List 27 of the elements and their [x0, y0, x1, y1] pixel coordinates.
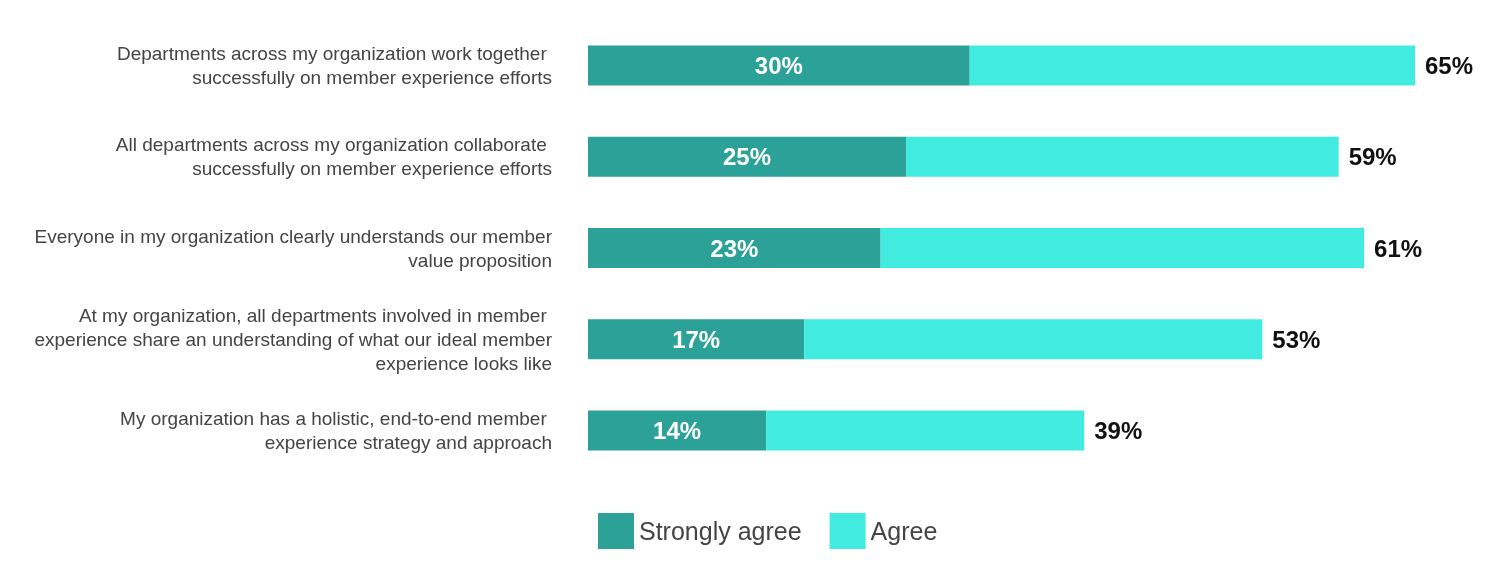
bar: [588, 319, 805, 360]
bar: [906, 136, 1339, 177]
bar: [766, 410, 1085, 451]
data-label: 23%: [710, 234, 759, 262]
total-label: 61%: [1374, 234, 1423, 262]
legend-label: Strongly agree: [639, 517, 802, 545]
total-label: 39%: [1094, 416, 1143, 444]
total-label: 65%: [1425, 52, 1474, 80]
total-label: 59%: [1348, 143, 1397, 171]
bar: [804, 319, 1263, 360]
data-label: 17%: [672, 325, 721, 353]
bar: [588, 45, 970, 86]
legend-label: Agree: [870, 517, 938, 545]
y-tick-label: At my organization, all departments involved in member experience share an understanding of what our ideal member experience looks like: [34, 304, 553, 374]
y-tick-label: Everyone in my organization clearly understands our member value proposition: [34, 225, 553, 271]
y-tick-label: All departments across my organization collaborate successfully on member experience efforts: [115, 134, 552, 180]
data-label: 25%: [723, 143, 772, 171]
bar: [969, 45, 1415, 86]
y-tick-label: My organization has a holistic, end-to-end member experience strategy and approach: [120, 407, 552, 453]
y-tick-label: Departments across my organization work together successfully on member experience efforts: [116, 43, 552, 89]
data-label: 14%: [653, 416, 702, 444]
data-label: 30%: [754, 52, 803, 80]
bar: [588, 410, 767, 451]
total-label: 53%: [1272, 325, 1321, 353]
bar: [588, 136, 907, 177]
bar: [880, 228, 1365, 268]
bar: [588, 228, 881, 268]
